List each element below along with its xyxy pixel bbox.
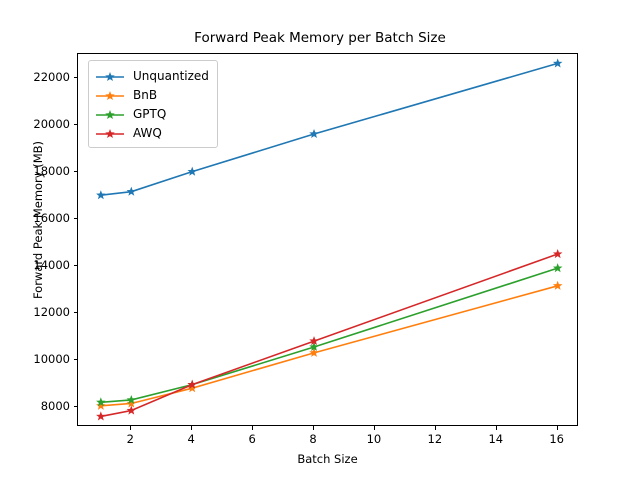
y-tick-mark [73, 123, 77, 125]
legend-item-unquantized: Unquantized [95, 66, 209, 85]
legend-item-bnb: BnB [95, 85, 209, 104]
series-gptq [96, 263, 563, 407]
y-tick-label: 8000 [40, 398, 70, 413]
x-tick-label: 8 [309, 432, 317, 446]
y-tick-label: 20000 [33, 116, 70, 131]
legend-swatch-icon [95, 69, 125, 83]
x-tick-label: 12 [427, 432, 443, 446]
data-point-marker [126, 405, 137, 415]
x-tick-mark [495, 426, 497, 430]
plot-lines [96, 58, 563, 421]
legend-swatch-icon [95, 107, 125, 121]
chart-title: Forward Peak Memory per Batch Size [194, 30, 446, 46]
data-point-marker [96, 400, 106, 410]
y-tick-label: 10000 [33, 351, 70, 366]
data-point-marker [552, 249, 563, 259]
legend-label: BnB [133, 87, 158, 102]
y-tick-label: 22000 [33, 69, 70, 84]
data-point-marker [187, 166, 197, 176]
data-point-marker [552, 263, 563, 273]
data-point-marker [309, 336, 319, 346]
legend-label: GPTQ [133, 106, 167, 121]
x-axis-tick-labels: 2 4 6 8 10 12 14 16 [0, 432, 640, 452]
y-tick-mark [73, 76, 77, 78]
y-tick-label: 14000 [33, 257, 70, 272]
x-tick-label: 16 [549, 432, 564, 446]
x-tick-label: 2 [126, 432, 134, 446]
x-tick-label: 4 [187, 432, 195, 446]
x-tick-mark [130, 426, 132, 430]
data-point-marker [309, 347, 319, 357]
y-tick-mark [73, 311, 77, 313]
data-point-marker [96, 397, 106, 407]
series-awq [96, 249, 563, 421]
x-axis-label: Batch Size [297, 452, 358, 466]
data-point-marker [309, 341, 319, 352]
y-axis-tick-labels: 8000 10000 12000 14000 16000 18000 20000 22000 [0, 0, 70, 480]
series-unquantized [96, 58, 563, 200]
y-tick-mark [73, 217, 77, 219]
legend-swatch-icon [95, 126, 125, 140]
series-bnb [96, 280, 563, 410]
data-point-marker [126, 398, 137, 408]
data-point-marker [552, 58, 563, 68]
data-point-marker [309, 129, 319, 139]
y-tick-mark [73, 358, 77, 360]
series-line [100, 285, 558, 407]
y-tick-mark [73, 405, 77, 407]
data-point-marker [126, 186, 137, 196]
x-tick-mark [191, 426, 193, 430]
y-tick-label: 16000 [33, 210, 70, 225]
legend-label: AWQ [133, 125, 162, 140]
x-tick-label: 10 [366, 432, 382, 446]
legend-label: Unquantized [133, 68, 209, 83]
y-tick-mark [73, 264, 77, 266]
legend-item-awq: AWQ [95, 123, 209, 142]
y-tick-label: 18000 [33, 163, 70, 178]
x-tick-mark [434, 426, 436, 430]
series-line [100, 253, 558, 418]
x-tick-mark [556, 426, 558, 430]
y-tick-mark [73, 170, 77, 172]
x-tick-mark [252, 426, 254, 430]
data-point-marker [552, 280, 563, 290]
legend-swatch-icon [95, 88, 125, 102]
data-point-marker [187, 379, 197, 389]
data-point-marker [96, 190, 106, 200]
x-tick-mark [373, 426, 375, 430]
chart-legend: Unquantized BnB GPTQ AWQ [88, 60, 218, 148]
y-tick-label: 12000 [33, 304, 70, 319]
data-point-marker [187, 383, 197, 393]
data-point-marker [126, 394, 137, 404]
x-tick-label: 6 [248, 432, 256, 446]
x-tick-label: 14 [488, 432, 504, 446]
legend-item-gptq: GPTQ [95, 104, 209, 123]
data-point-marker [96, 411, 106, 421]
x-tick-mark [313, 426, 315, 430]
